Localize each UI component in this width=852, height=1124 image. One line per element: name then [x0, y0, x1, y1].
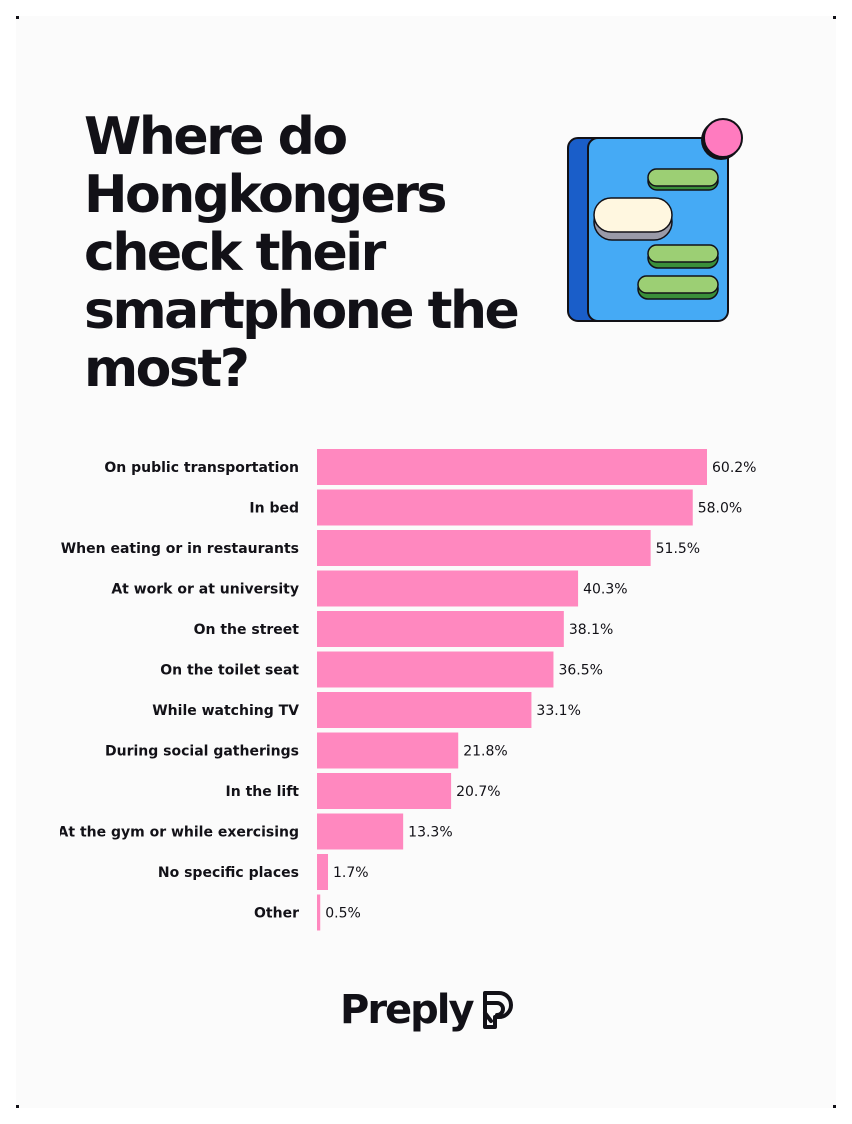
category-label: In the lift — [226, 784, 300, 800]
category-label: When eating or in restaurants — [61, 541, 299, 557]
value-label: 1.7% — [333, 865, 369, 881]
bar — [317, 854, 329, 890]
category-label: Other — [254, 906, 299, 922]
bar — [317, 489, 693, 526]
page-title: Where do Hongkongers check their smartph… — [84, 107, 520, 399]
bar — [317, 773, 452, 809]
category-label: While watching TV — [152, 703, 299, 719]
bar — [317, 570, 579, 607]
value-label: 13.3% — [408, 825, 452, 841]
value-label: 36.5% — [558, 663, 602, 679]
category-label: At work or at university — [111, 582, 299, 598]
category-label: During social gatherings — [105, 744, 299, 760]
value-label: 38.1% — [569, 622, 613, 638]
preply-logo-icon — [482, 991, 513, 1029]
category-label: On public transportation — [104, 460, 299, 476]
value-label: 33.1% — [536, 703, 580, 719]
value-label: 51.5% — [656, 541, 700, 557]
bar — [317, 651, 554, 688]
corner-mark — [833, 16, 836, 19]
value-label: 60.2% — [712, 460, 756, 476]
category-label: At the gym or while exercising — [60, 825, 299, 841]
bar — [317, 611, 564, 647]
value-label: 40.3% — [583, 582, 627, 598]
bar — [317, 449, 707, 485]
corner-mark — [833, 1105, 836, 1108]
bar — [317, 732, 459, 769]
category-label: On the street — [194, 622, 300, 638]
corner-mark — [16, 1105, 19, 1108]
phone-chat-icon — [567, 118, 743, 322]
category-label: No specific places — [158, 865, 299, 881]
bar — [317, 894, 321, 931]
bar — [317, 530, 651, 566]
value-label: 21.8% — [463, 744, 507, 760]
value-label: 0.5% — [325, 906, 361, 922]
bar — [317, 692, 532, 728]
category-label: In bed — [249, 501, 299, 517]
value-label: 58.0% — [698, 501, 742, 517]
value-label: 20.7% — [456, 784, 500, 800]
category-label: On the toilet seat — [160, 663, 299, 679]
brand-name: Preply — [340, 987, 475, 1033]
brand-logo: Preply — [340, 982, 515, 1038]
corner-mark — [16, 16, 19, 19]
bar — [317, 813, 404, 850]
bar-chart: On public transportation 60.2% In bed 58.0%… — [60, 449, 756, 931]
